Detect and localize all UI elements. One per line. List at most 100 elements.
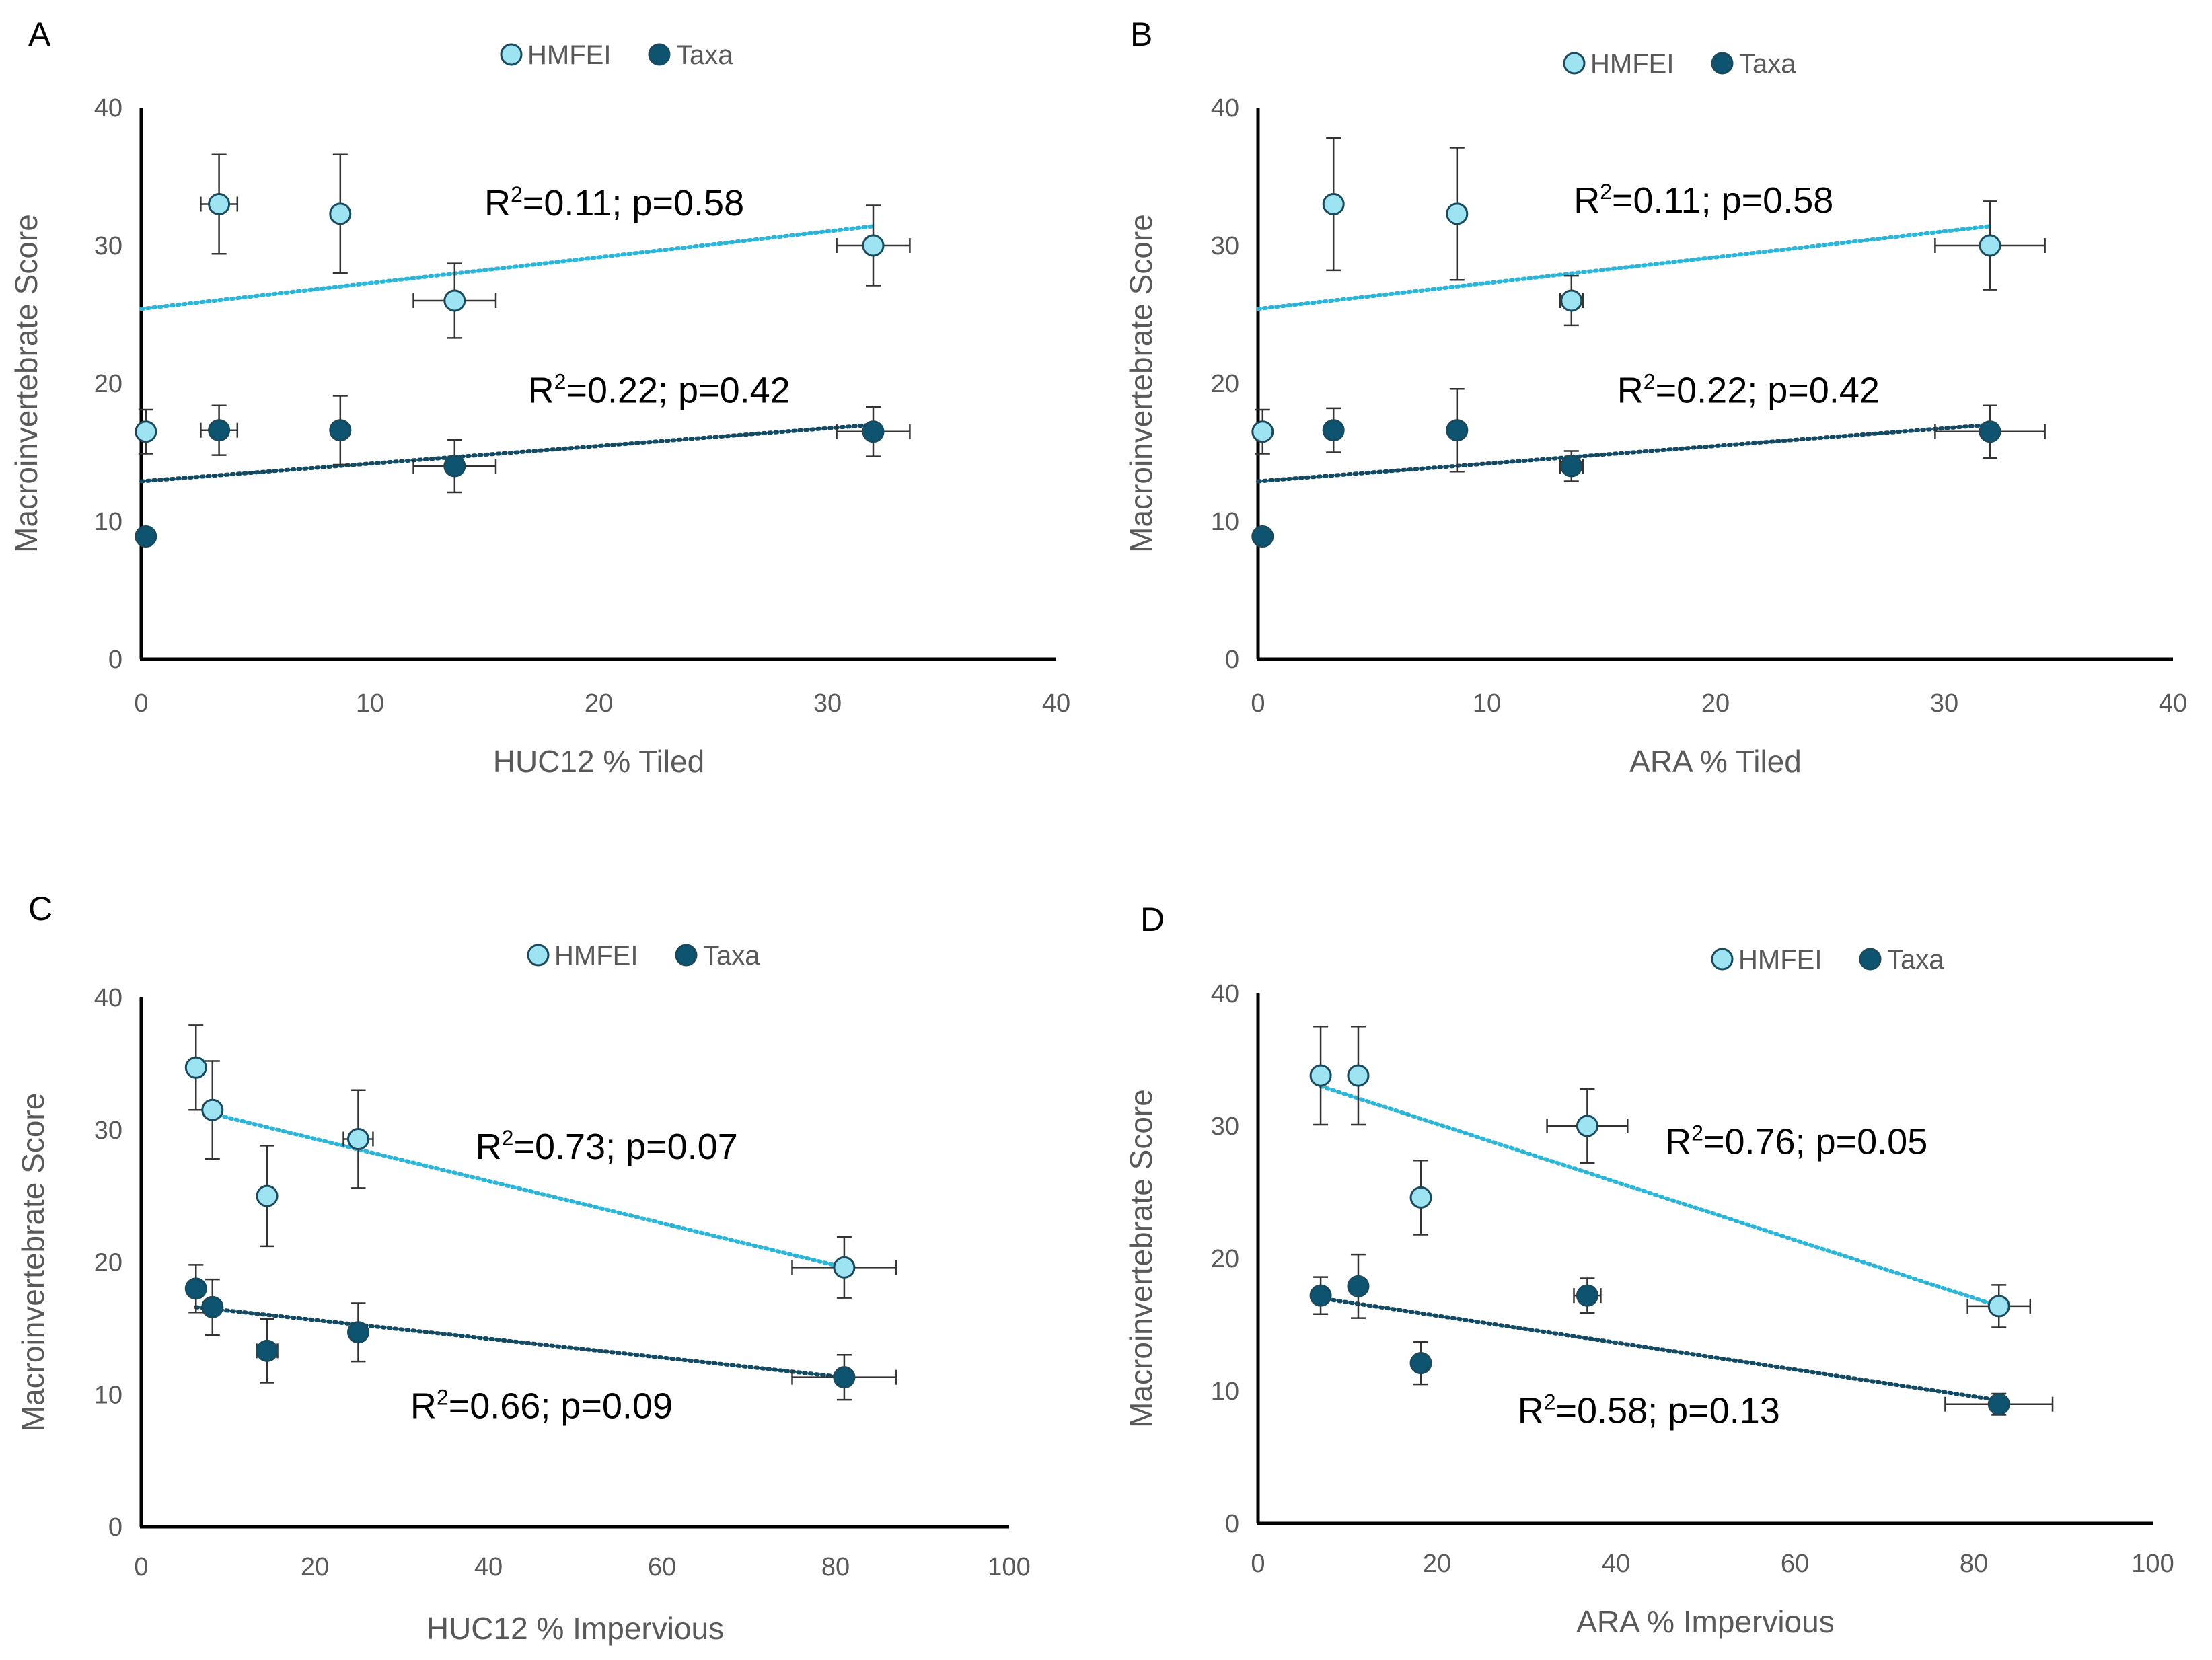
trendline-hmfei <box>1256 224 1992 311</box>
legend-taxa-marker <box>1711 52 1734 75</box>
y-tick-label: 10 <box>1211 508 1239 536</box>
y-axis-title: Macroinvertebrate Score <box>15 1093 50 1432</box>
legend: HMFEI Taxa <box>500 40 733 70</box>
y-axis-title: Macroinvertebrate Score <box>9 214 44 553</box>
legend-taxa-label: Taxa <box>1887 945 1944 975</box>
data-point-taxa <box>862 420 885 443</box>
x-tick-label: 60 <box>648 1553 676 1581</box>
data-point-taxa <box>201 1295 224 1318</box>
data-point-taxa <box>135 525 157 548</box>
data-point-hmfei <box>862 234 885 257</box>
legend-hmfei-label: HMFEI <box>1590 49 1674 79</box>
x-axis-title: HUC12 % Impervious <box>427 1611 724 1646</box>
regression-annotation-hmfei: R2=0.11; p=0.58 <box>484 182 744 223</box>
trendline-hmfei <box>1319 1084 2001 1308</box>
legend-hmfei-label: HMFEI <box>527 40 611 70</box>
series-taxa: R2=0.22; p=0.42 <box>135 370 911 548</box>
y-tick-label: 10 <box>94 508 122 536</box>
data-point-hmfei <box>201 1098 224 1121</box>
series-hmfei: R2=0.11; p=0.58 <box>135 153 911 455</box>
data-point-hmfei <box>833 1256 856 1279</box>
x-tick-label: 60 <box>1781 1550 1809 1578</box>
trendline-taxa <box>1319 1296 2001 1402</box>
legend-hmfei-marker <box>527 944 550 967</box>
x-tick-label: 20 <box>301 1553 329 1581</box>
panel-a: A HMFEI Taxa 0 10 20 30 40 0 10 20 30 40 HUC12 % Tile… <box>9 15 1070 779</box>
legend-taxa-marker <box>1859 948 1882 971</box>
data-point-hmfei <box>1987 1295 2010 1318</box>
regression-annotation-taxa: R2=0.58; p=0.13 <box>1518 1390 1780 1431</box>
data-point-taxa <box>329 419 352 442</box>
x-tick-label: 0 <box>1251 1550 1265 1578</box>
panel-d: D HMFEI Taxa 0 10 20 30 40 0 20 40 60 80 100 ARA % Imp… <box>1123 901 2174 1639</box>
y-tick-label: 30 <box>1211 1112 1239 1141</box>
data-point-hmfei <box>1347 1064 1370 1087</box>
data-point-taxa <box>1251 525 1274 548</box>
data-point-hmfei <box>1979 234 2001 257</box>
trendline-taxa <box>139 422 875 484</box>
y-tick-label: 10 <box>1211 1378 1239 1406</box>
panel-letter: D <box>1140 901 1165 938</box>
data-point-hmfei <box>256 1184 279 1207</box>
legend-hmfei-label: HMFEI <box>554 941 638 971</box>
panel-letter: B <box>1130 15 1152 53</box>
legend-hmfei-marker <box>1711 948 1734 971</box>
data-point-hmfei <box>329 202 352 225</box>
data-point-taxa <box>1979 420 2001 443</box>
panel-letter: A <box>28 15 51 53</box>
y-tick-label: 40 <box>1211 980 1239 1008</box>
y-axis-title: Macroinvertebrate Score <box>1123 1089 1158 1428</box>
x-tick-label: 20 <box>1701 689 1730 718</box>
legend: HMFEI Taxa <box>1711 945 1944 975</box>
data-point-taxa <box>1322 419 1345 442</box>
y-tick-label: 30 <box>1211 232 1239 260</box>
trendline-hmfei <box>210 1112 846 1270</box>
data-point-taxa <box>1576 1284 1598 1307</box>
x-tick-label: 0 <box>134 689 148 718</box>
data-point-hmfei <box>443 289 466 312</box>
data-point-taxa <box>1309 1284 1332 1307</box>
series-hmfei: R2=0.73; p=0.07 <box>184 1024 897 1299</box>
x-tick-label: 10 <box>1473 689 1501 718</box>
data-point-hmfei <box>1309 1064 1332 1087</box>
data-point-taxa <box>208 419 231 442</box>
regression-annotation-hmfei: R2=0.11; p=0.58 <box>1574 180 1833 221</box>
legend-hmfei-label: HMFEI <box>1738 945 1822 975</box>
data-point-hmfei <box>1576 1115 1598 1137</box>
y-tick-label: 0 <box>1225 646 1239 674</box>
x-axis-title: HUC12 % Tiled <box>493 744 704 779</box>
series-hmfei: R2=0.11; p=0.58 <box>1251 137 2046 455</box>
regression-annotation-taxa: R2=0.22; p=0.42 <box>528 370 790 411</box>
y-tick-label: 10 <box>94 1381 122 1409</box>
data-point-hmfei <box>347 1128 369 1151</box>
data-point-taxa <box>1347 1275 1370 1297</box>
y-tick-label: 20 <box>1211 370 1239 398</box>
panel-b: B HMFEI Taxa 0 10 20 30 40 0 10 20 30 40 ARA % Tiled M… <box>1123 15 2187 779</box>
x-tick-label: 80 <box>1960 1550 1988 1578</box>
y-tick-label: 0 <box>108 646 122 674</box>
x-tick-label: 20 <box>1423 1550 1451 1578</box>
y-tick-label: 20 <box>94 370 122 398</box>
data-point-hmfei <box>1446 202 1469 225</box>
x-tick-label: 40 <box>1602 1550 1630 1578</box>
y-tick-label: 40 <box>94 984 122 1012</box>
x-axis-title: ARA % Tiled <box>1629 744 1802 779</box>
x-tick-label: 100 <box>988 1553 1030 1581</box>
regression-annotation-hmfei: R2=0.73; p=0.07 <box>476 1126 738 1167</box>
x-tick-label: 40 <box>2159 689 2187 718</box>
data-point-hmfei <box>208 193 231 215</box>
y-tick-label: 20 <box>94 1249 122 1277</box>
series-taxa: R2=0.22; p=0.42 <box>1251 370 2046 548</box>
panel-c: C HMFEI Taxa 0 10 20 30 40 0 20 40 60 80 100 HUC12 % I… <box>15 890 1031 1646</box>
trendline-hmfei <box>139 224 875 311</box>
data-point-taxa <box>1560 455 1583 478</box>
legend-taxa-label: Taxa <box>676 40 733 70</box>
data-point-hmfei <box>184 1056 207 1079</box>
x-tick-label: 30 <box>813 689 842 718</box>
x-tick-label: 40 <box>1042 689 1070 718</box>
data-point-hmfei <box>1322 193 1345 215</box>
series-hmfei: R2=0.76; p=0.05 <box>1309 1026 2032 1328</box>
y-tick-label: 30 <box>94 1117 122 1145</box>
data-point-hmfei <box>1409 1186 1432 1209</box>
regression-annotation-taxa: R2=0.66; p=0.09 <box>410 1386 673 1427</box>
